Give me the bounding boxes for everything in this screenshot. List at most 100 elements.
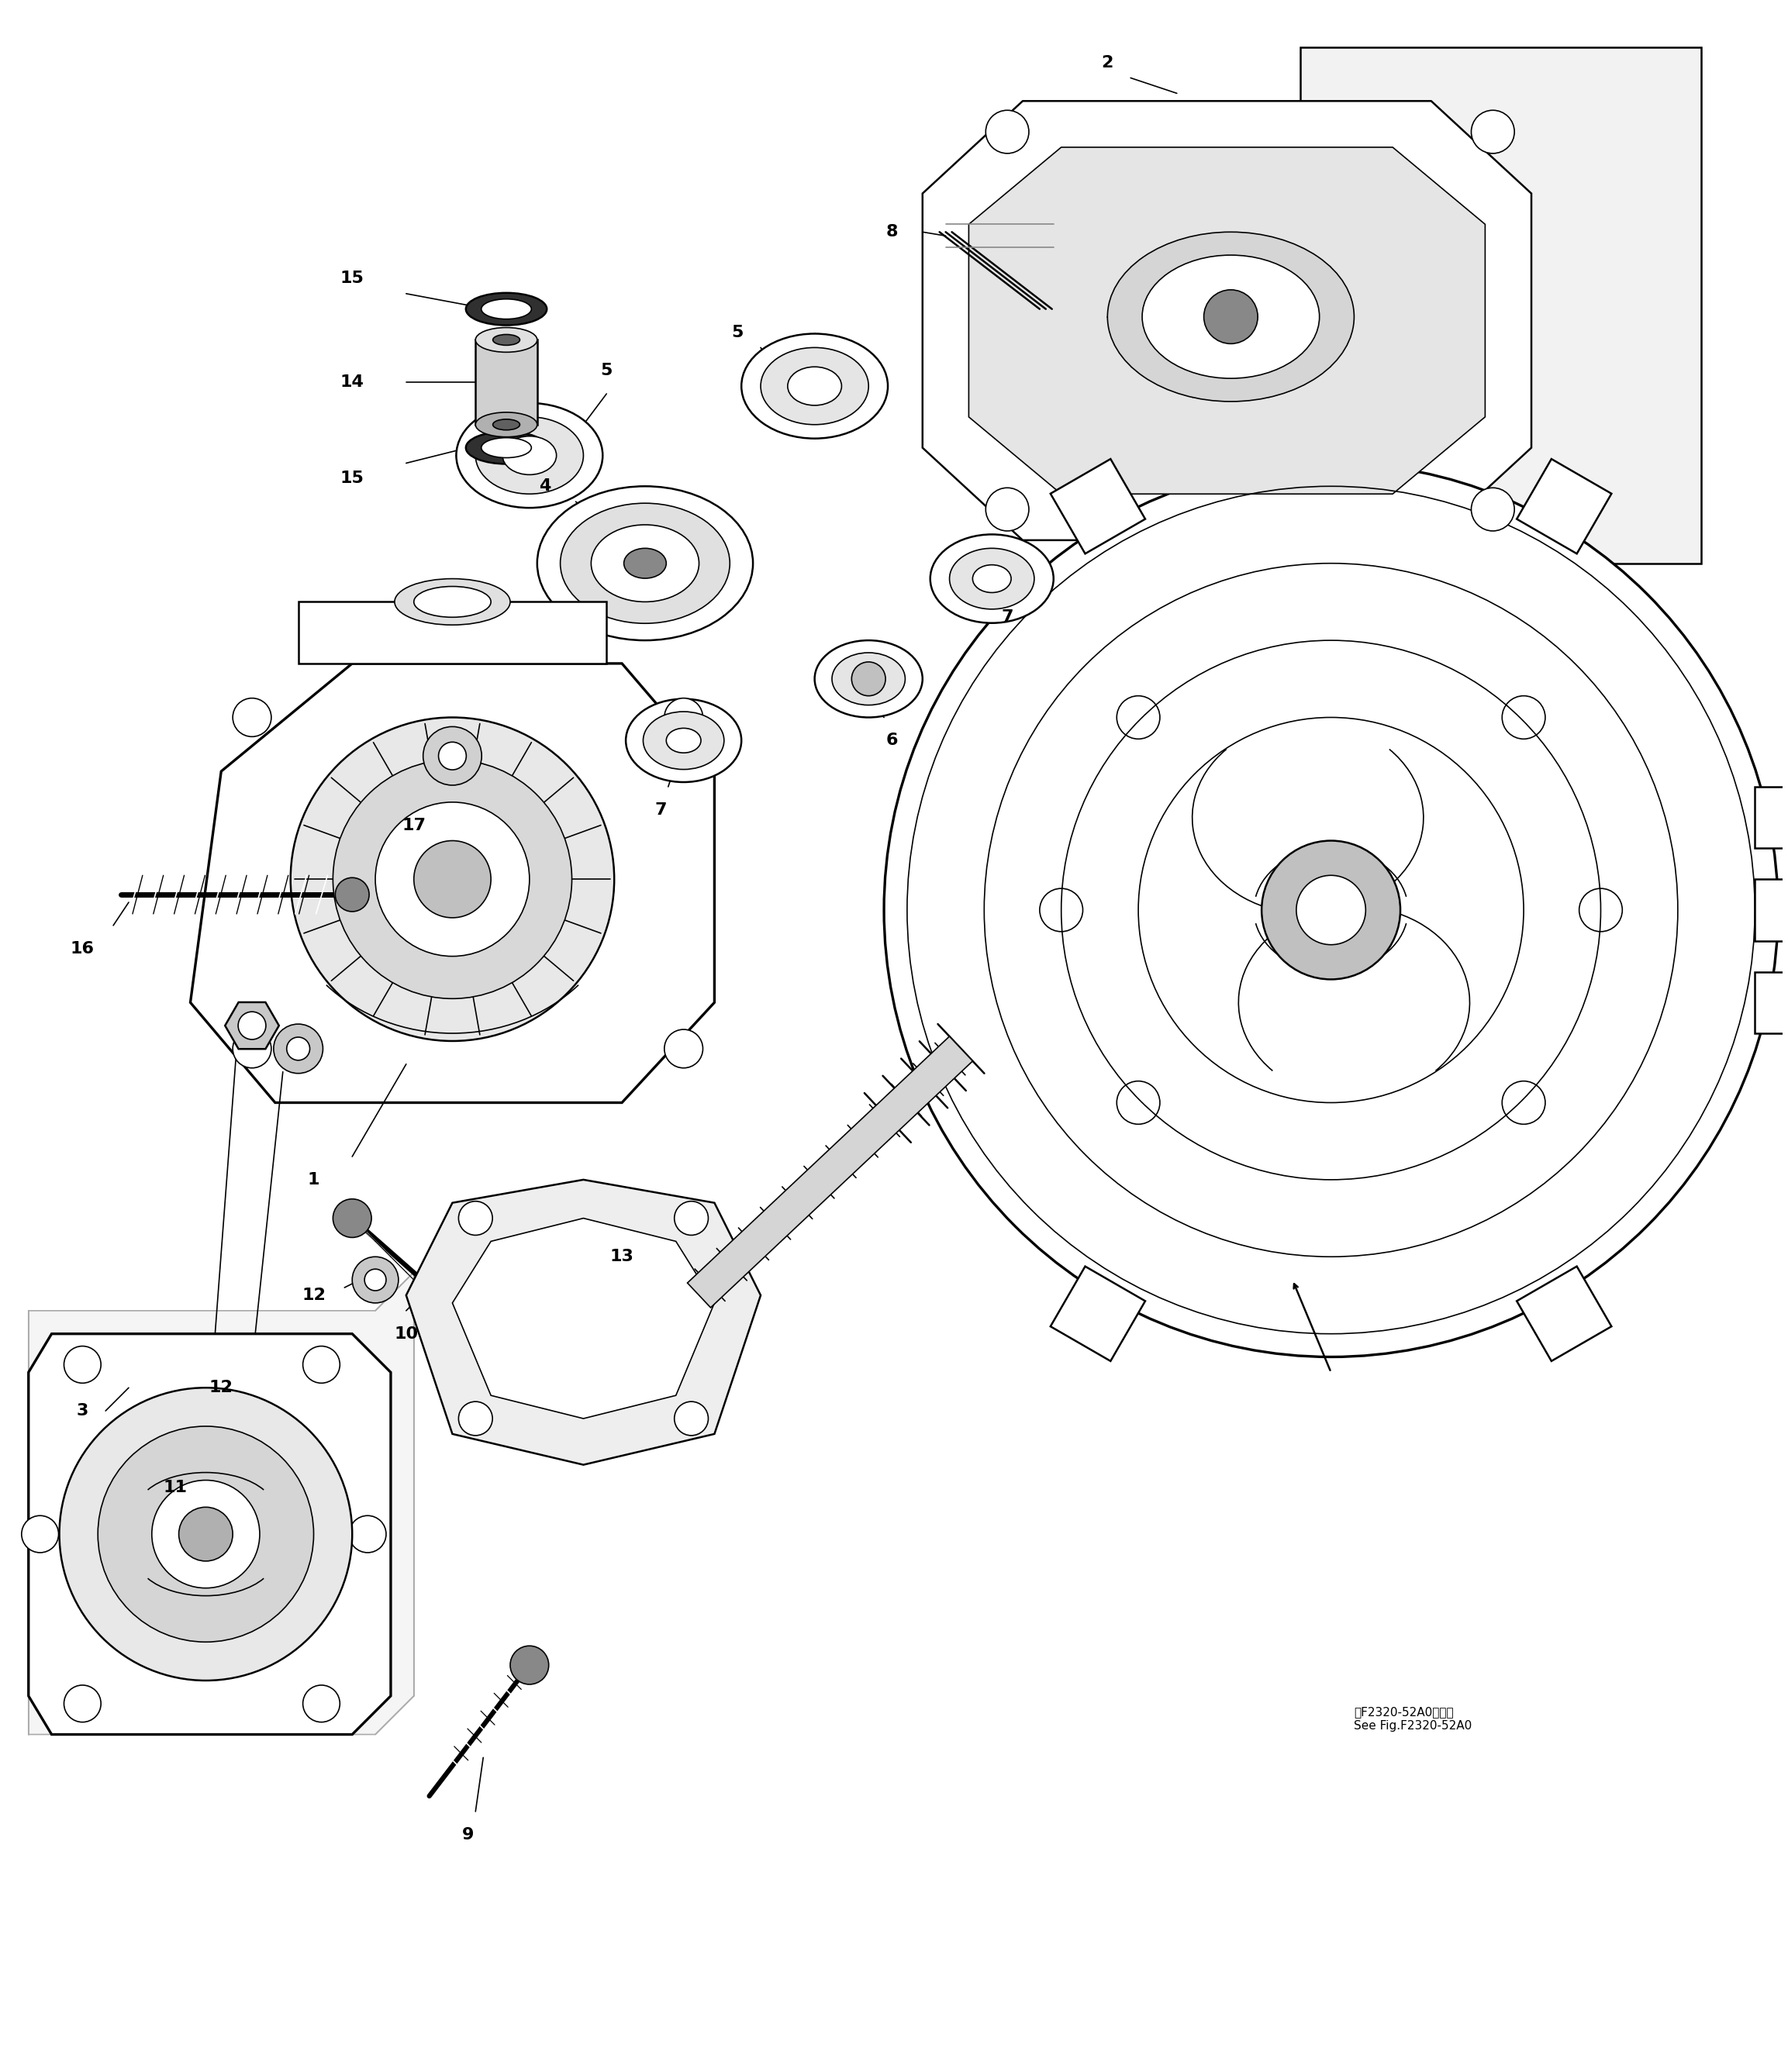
Circle shape [64,1685,100,1722]
Ellipse shape [502,437,556,474]
Text: 第F2320-52A0図参照
See Fig.F2320-52A0: 第F2320-52A0図参照 See Fig.F2320-52A0 [1354,1707,1472,1732]
Circle shape [302,1685,340,1722]
Ellipse shape [624,549,667,578]
Circle shape [851,661,885,696]
Circle shape [438,742,467,771]
Text: 8: 8 [885,224,898,240]
Circle shape [674,1401,708,1436]
Ellipse shape [467,431,547,464]
Circle shape [179,1506,232,1560]
Circle shape [238,1011,266,1040]
Text: 12: 12 [209,1380,232,1394]
Circle shape [1472,110,1514,153]
Text: 13: 13 [610,1249,635,1264]
Circle shape [152,1479,259,1587]
Circle shape [665,1030,703,1067]
Polygon shape [1754,787,1788,847]
Polygon shape [1051,1266,1146,1361]
Circle shape [413,841,492,918]
Ellipse shape [476,412,536,437]
Text: 9: 9 [461,1828,474,1842]
Circle shape [665,698,703,738]
Circle shape [290,717,615,1040]
Text: 16: 16 [70,941,95,957]
Ellipse shape [493,419,520,431]
Ellipse shape [493,334,520,346]
Circle shape [424,727,481,785]
Text: 1: 1 [308,1173,320,1187]
Circle shape [302,1347,340,1384]
Ellipse shape [481,298,531,319]
Text: 17: 17 [402,818,426,833]
Polygon shape [1516,460,1611,553]
Circle shape [334,879,368,912]
Circle shape [985,110,1028,153]
Polygon shape [687,1036,973,1307]
Ellipse shape [395,578,510,626]
Circle shape [98,1426,313,1641]
Circle shape [1262,841,1400,980]
Text: 10: 10 [393,1326,418,1341]
Ellipse shape [592,524,699,601]
Text: 12: 12 [302,1287,325,1303]
Text: 4: 4 [538,479,551,493]
Polygon shape [1754,879,1788,941]
Ellipse shape [560,503,730,624]
Polygon shape [29,1334,392,1734]
Polygon shape [476,340,536,425]
Circle shape [232,1030,272,1067]
Ellipse shape [667,727,701,752]
Circle shape [349,1515,386,1552]
Ellipse shape [789,367,842,406]
Ellipse shape [644,711,724,769]
Ellipse shape [481,437,531,458]
Polygon shape [29,1272,413,1734]
Circle shape [458,1202,492,1235]
Circle shape [64,1347,100,1384]
Polygon shape [190,663,715,1102]
Ellipse shape [467,292,547,325]
Circle shape [232,698,272,738]
Polygon shape [1300,48,1700,564]
Circle shape [510,1645,549,1685]
Circle shape [274,1024,324,1073]
Circle shape [352,1258,399,1303]
Ellipse shape [626,698,742,781]
Polygon shape [406,1179,760,1465]
Circle shape [333,1200,372,1237]
Polygon shape [452,1218,715,1419]
Circle shape [21,1515,59,1552]
Circle shape [1296,874,1366,945]
Text: 5: 5 [601,363,613,379]
Circle shape [674,1202,708,1235]
Circle shape [59,1388,352,1680]
Ellipse shape [831,653,905,704]
Circle shape [365,1268,386,1291]
Circle shape [458,1401,492,1436]
Circle shape [985,487,1028,530]
Polygon shape [299,601,606,663]
Text: 5: 5 [731,325,744,340]
Ellipse shape [536,487,753,640]
Ellipse shape [760,348,869,425]
Ellipse shape [742,334,889,439]
Ellipse shape [413,586,492,617]
Polygon shape [923,102,1531,541]
Text: 15: 15 [340,470,365,487]
Ellipse shape [815,640,923,717]
Ellipse shape [1107,232,1354,402]
Text: 11: 11 [163,1479,188,1496]
Ellipse shape [456,404,603,508]
Circle shape [286,1038,309,1061]
Text: 3: 3 [77,1403,88,1419]
Circle shape [1203,290,1257,344]
Text: 6: 6 [885,733,898,748]
Ellipse shape [476,416,583,493]
Circle shape [375,802,529,957]
Polygon shape [1516,1266,1611,1361]
Circle shape [1472,487,1514,530]
Text: 2: 2 [1101,54,1114,70]
Ellipse shape [476,327,536,352]
Polygon shape [1754,972,1788,1034]
Polygon shape [1051,460,1146,553]
